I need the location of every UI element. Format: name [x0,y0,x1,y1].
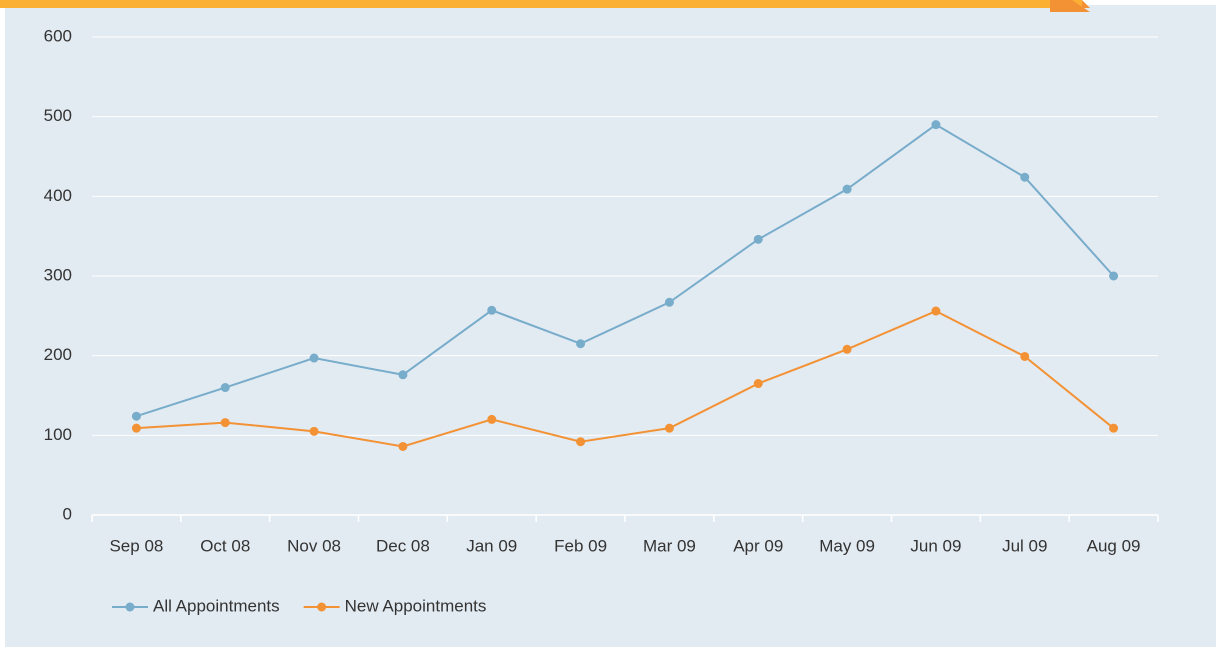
data-point [753,379,763,389]
legend-label: All Appointments [153,596,280,615]
y-tick-label: 600 [44,26,72,45]
x-tick-label: May 09 [819,536,875,555]
data-point [931,306,941,316]
data-point [1109,271,1119,281]
data-point [842,344,852,354]
legend-label: New Appointments [345,596,487,615]
series-line [136,309,1115,448]
banner-corner [1050,0,1090,12]
x-tick-label: Aug 09 [1087,536,1141,555]
data-point [576,339,586,349]
x-tick-label: Nov 08 [287,536,341,555]
data-point [487,414,497,424]
data-point [398,370,408,380]
data-point [576,437,586,447]
data-point [664,423,674,433]
x-tick-label: Jan 09 [466,536,517,555]
data-point [309,353,319,363]
banner-tip [1050,0,1090,8]
data-point [842,184,852,194]
y-tick-label: 200 [44,345,72,364]
x-tick-label: Sep 08 [109,536,163,555]
data-point [1020,172,1030,182]
x-tick-label: Jun 09 [910,536,961,555]
y-tick-label: 100 [44,425,72,444]
data-point [131,411,141,421]
legend-marker [317,602,327,612]
y-tick-label: 0 [63,504,72,523]
y-tick-label: 300 [44,265,72,284]
x-tick-label: Jul 09 [1002,536,1047,555]
x-tick-label: Dec 08 [376,536,430,555]
chart-background [5,5,1216,647]
x-tick-label: Mar 09 [643,536,696,555]
data-point [220,418,230,428]
x-tick-label: Oct 08 [200,536,250,555]
data-point [131,423,141,433]
data-point [487,305,497,315]
data-point [753,234,763,244]
x-tick-label: Apr 09 [733,536,783,555]
data-point [220,383,230,393]
data-point [664,297,674,307]
data-point [1109,423,1119,433]
legend-marker [125,602,135,612]
data-point [309,426,319,436]
y-tick-label: 400 [44,186,72,205]
data-point [398,441,408,451]
top-banner [0,0,1082,8]
data-point [931,120,941,130]
series-line [136,123,1115,418]
data-point [1020,351,1030,361]
x-tick-label: Feb 09 [554,536,607,555]
y-tick-label: 500 [44,106,72,125]
